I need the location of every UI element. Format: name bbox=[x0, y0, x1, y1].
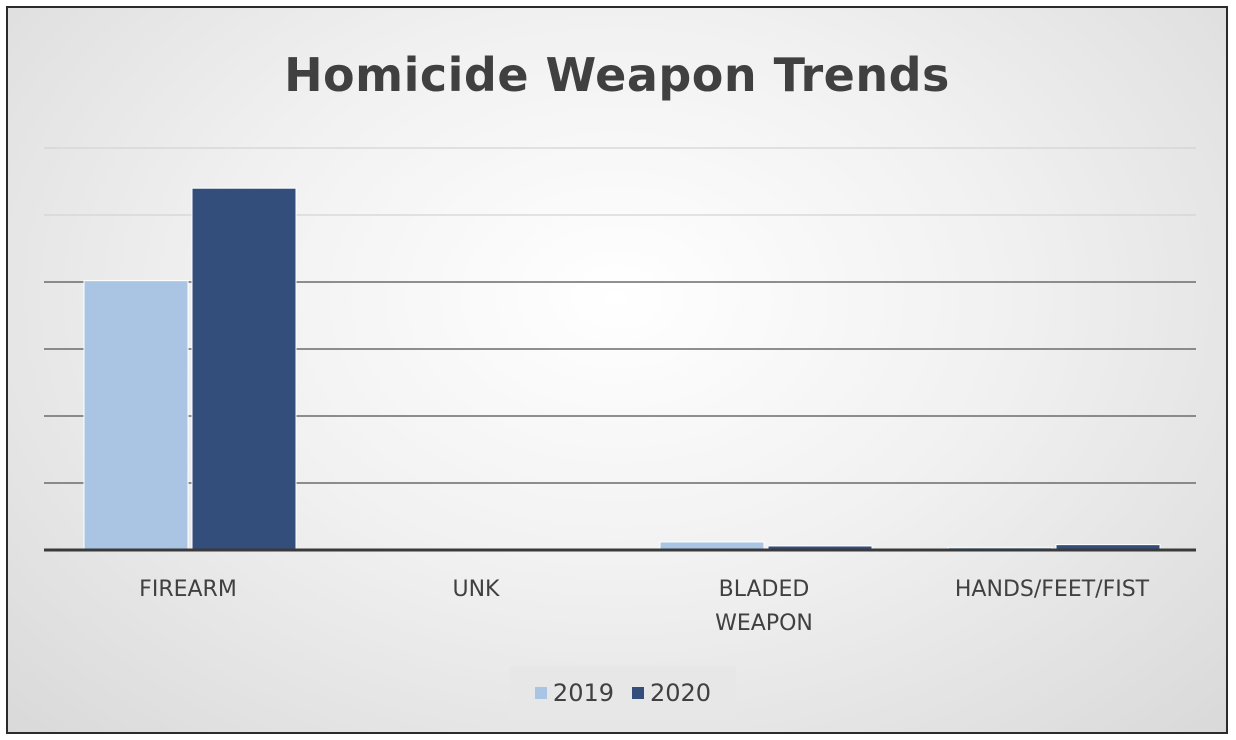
legend: 2019 2020 bbox=[510, 666, 736, 720]
legend-swatch-2020 bbox=[632, 687, 644, 699]
category-label: BLADED WEAPON bbox=[715, 577, 813, 636]
category-label: FIREARM bbox=[139, 577, 237, 602]
bars bbox=[83, 187, 1161, 551]
bar-chart-plot: FIREARM UNK BLADED WEAPON HANDS/FEET/FIST bbox=[44, 147, 1196, 636]
legend-item-2020: 2020 bbox=[632, 679, 711, 707]
chart-title: Homicide Weapon Trends bbox=[284, 48, 950, 102]
legend-item-2019: 2019 bbox=[534, 679, 614, 707]
chart-frame: Homicide Weapon Trends FIREARM UNK BLADED W… bbox=[6, 6, 1228, 734]
legend-label-2019: 2019 bbox=[552, 679, 614, 707]
bar-2020-firearm bbox=[191, 187, 297, 551]
category-label: UNK bbox=[453, 577, 501, 602]
category-labels: FIREARM UNK BLADED WEAPON HANDS/FEET/FIST bbox=[139, 577, 1149, 636]
bar-2019-firearm bbox=[83, 280, 189, 551]
category-label: HANDS/FEET/FIST bbox=[955, 577, 1150, 602]
legend-label-2020: 2020 bbox=[650, 679, 712, 707]
legend-swatch-2019 bbox=[534, 687, 547, 699]
